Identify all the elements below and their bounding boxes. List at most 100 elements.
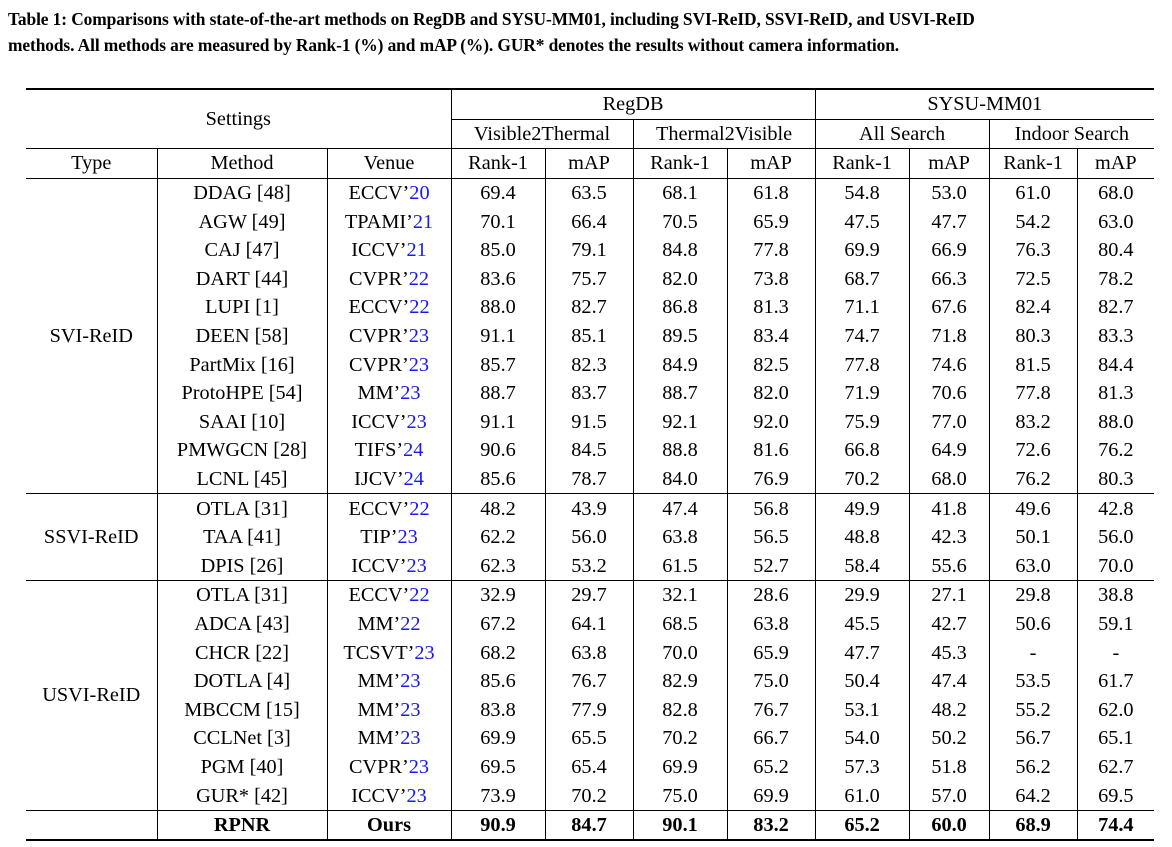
metric-cell: 84.9 [633, 350, 728, 379]
venue-cell: ECCV’22 [327, 293, 452, 322]
metric-cell: 59.1 [1098, 612, 1134, 635]
table-row: CHCR [22] TCSVT’23 68.2 63.8 70.0 65.9 47.7 45.… [26, 638, 1154, 667]
metric-cell: 68.5 [633, 609, 728, 639]
metric-cell: 82.7 [1098, 296, 1134, 319]
venue-cell: TIFS’24 [327, 436, 452, 465]
venue-name: TIP’ [360, 526, 398, 549]
method-cell: OTLA [31] [157, 580, 328, 610]
venue-year-link[interactable]: 24 [403, 439, 424, 462]
metric-cell: 85.7 [451, 350, 546, 379]
method-cell: LCNL [45] [157, 464, 328, 494]
metric-cell: 82.0 [633, 264, 728, 294]
metric-cell: 80.3 [989, 321, 1078, 351]
venue-year-link[interactable]: 24 [403, 468, 424, 491]
venue-name: ICCV’ [351, 410, 407, 433]
metric-cell: 82.5 [727, 350, 816, 379]
metric-cell: 29.9 [815, 580, 910, 610]
method-cell: CHCR [22] [157, 638, 328, 667]
metric-cell: 66.4 [545, 207, 634, 236]
metric-cell: 32.1 [633, 580, 728, 610]
metric-cell: - [989, 638, 1078, 667]
venue-year-link[interactable]: 23 [400, 670, 421, 693]
venue-year-link[interactable]: 23 [400, 698, 421, 721]
metric-cell: 88.8 [633, 436, 728, 465]
rank1-header: Rank-1 [451, 148, 546, 179]
type-header: Type [26, 148, 158, 179]
venue-year-link[interactable]: 23 [400, 382, 421, 405]
metric-cell: 65.1 [1098, 727, 1134, 750]
method-cell: DDAG [48] [157, 178, 328, 208]
map-header: mAP [909, 148, 990, 179]
method-cell: DART [44] [157, 264, 328, 294]
table-row: MBCCM [15] MM’23 83.8 77.9 82.8 76.7 53.1 48.2 5… [26, 695, 1154, 725]
metric-cell: 62.2 [451, 522, 546, 552]
metric-cell: 53.1 [815, 695, 910, 725]
metric-cell: 83.2 [989, 407, 1078, 437]
venue-year-link[interactable]: 23 [408, 755, 430, 778]
t2v-header: Thermal2Visible [633, 118, 816, 149]
venue-year-link[interactable]: 23 [406, 410, 427, 433]
metric-cell: 28.6 [727, 580, 816, 610]
venue-cell: CVPR’23 [327, 321, 452, 351]
metric-cell: 47.4 [909, 666, 990, 696]
venue-year-link[interactable]: 23 [414, 641, 435, 664]
table-row: LCNL [45] IJCV’24 85.6 78.7 84.0 76.9 70.2 68.0… [26, 464, 1154, 494]
metric-cell: 81.5 [989, 350, 1078, 379]
venue-cell: CVPR’23 [327, 752, 452, 782]
table-row: SAAI [10] ICCV’23 91.1 91.5 92.1 92.0 75.9 77.0… [26, 407, 1154, 437]
venue-year-link[interactable]: 22 [408, 267, 430, 290]
metric-cell: 64.1 [545, 609, 634, 639]
venue-year-link[interactable]: 23 [400, 727, 421, 750]
venue-name: ECCV’ [348, 296, 410, 319]
metric-cell: 63.8 [633, 522, 728, 552]
method-cell: ADCA [43] [157, 609, 328, 639]
venue-year-link[interactable]: 20 [409, 182, 430, 205]
metric-cell: 65.2 [815, 810, 910, 841]
venue-cell: ICCV’21 [327, 235, 452, 265]
metric-cell: 82.7 [545, 293, 634, 322]
metric-cell: 32.9 [451, 580, 546, 610]
venue-year-link[interactable]: 23 [406, 784, 427, 807]
table-row: DPIS [26] ICCV’23 62.3 53.2 61.5 52.7 58.4 55.6… [26, 551, 1154, 581]
rank1-header: Rank-1 [815, 148, 910, 179]
venue-year-link[interactable]: 22 [400, 612, 421, 635]
metric-cell: 56.5 [727, 522, 816, 552]
venue-year-link[interactable]: 23 [408, 353, 430, 376]
venue-year-link[interactable]: 22 [409, 497, 430, 520]
venue-year-link[interactable]: 22 [409, 584, 430, 607]
metric-cell: 82.3 [545, 350, 634, 379]
metric-cell: 82.9 [633, 666, 728, 696]
venue-year-link[interactable]: 23 [406, 554, 427, 577]
table-row: DOTLA [4] MM’23 85.6 76.7 82.9 75.0 50.4 47.4 53… [26, 666, 1154, 696]
venue-year-link[interactable]: 21 [406, 239, 427, 262]
venue-name: ECCV’ [348, 584, 410, 607]
metric-cell: 70.1 [451, 207, 546, 236]
metric-cell: 29.8 [989, 580, 1078, 610]
metric-cell: 66.8 [815, 436, 910, 465]
method-cell: CCLNet [3] [157, 724, 328, 753]
metric-cell: 55.2 [989, 695, 1078, 725]
venue-year-link[interactable]: 22 [409, 296, 430, 319]
metric-cell: 51.8 [909, 752, 990, 782]
type-cell: SSVI-ReID [26, 493, 158, 581]
venue-header: Venue [327, 148, 452, 179]
indoor-search-header: Indoor Search [989, 118, 1155, 149]
metric-cell: 69.4 [451, 178, 546, 208]
metric-cell: 62.0 [1098, 698, 1134, 721]
regdb-header: RegDB [451, 89, 816, 120]
venue-cell: ECCV’22 [327, 493, 452, 523]
venue-year-link[interactable]: 23 [397, 526, 418, 549]
metric-cell: 85.6 [451, 464, 546, 494]
method-cell: TAA [41] [157, 522, 328, 552]
metric-cell: 83.6 [451, 264, 546, 294]
table-row: SVI-ReID DDAG [48] ECCV’20 69.4 63.5 68.1 61.8… [26, 178, 1155, 494]
venue-year-link[interactable]: 23 [408, 325, 430, 348]
metric-cell: 84.8 [633, 235, 728, 265]
venue-cell: MM’23 [327, 666, 452, 696]
metric-cell: 61.8 [727, 178, 816, 208]
metric-cell: 61.0 [815, 781, 910, 811]
metric-cell: 80.4 [1098, 239, 1134, 262]
sysu-header: SYSU-MM01 [927, 93, 1043, 116]
v2t-header: Visible2Thermal [451, 118, 634, 149]
venue-year-link[interactable]: 21 [412, 210, 434, 233]
